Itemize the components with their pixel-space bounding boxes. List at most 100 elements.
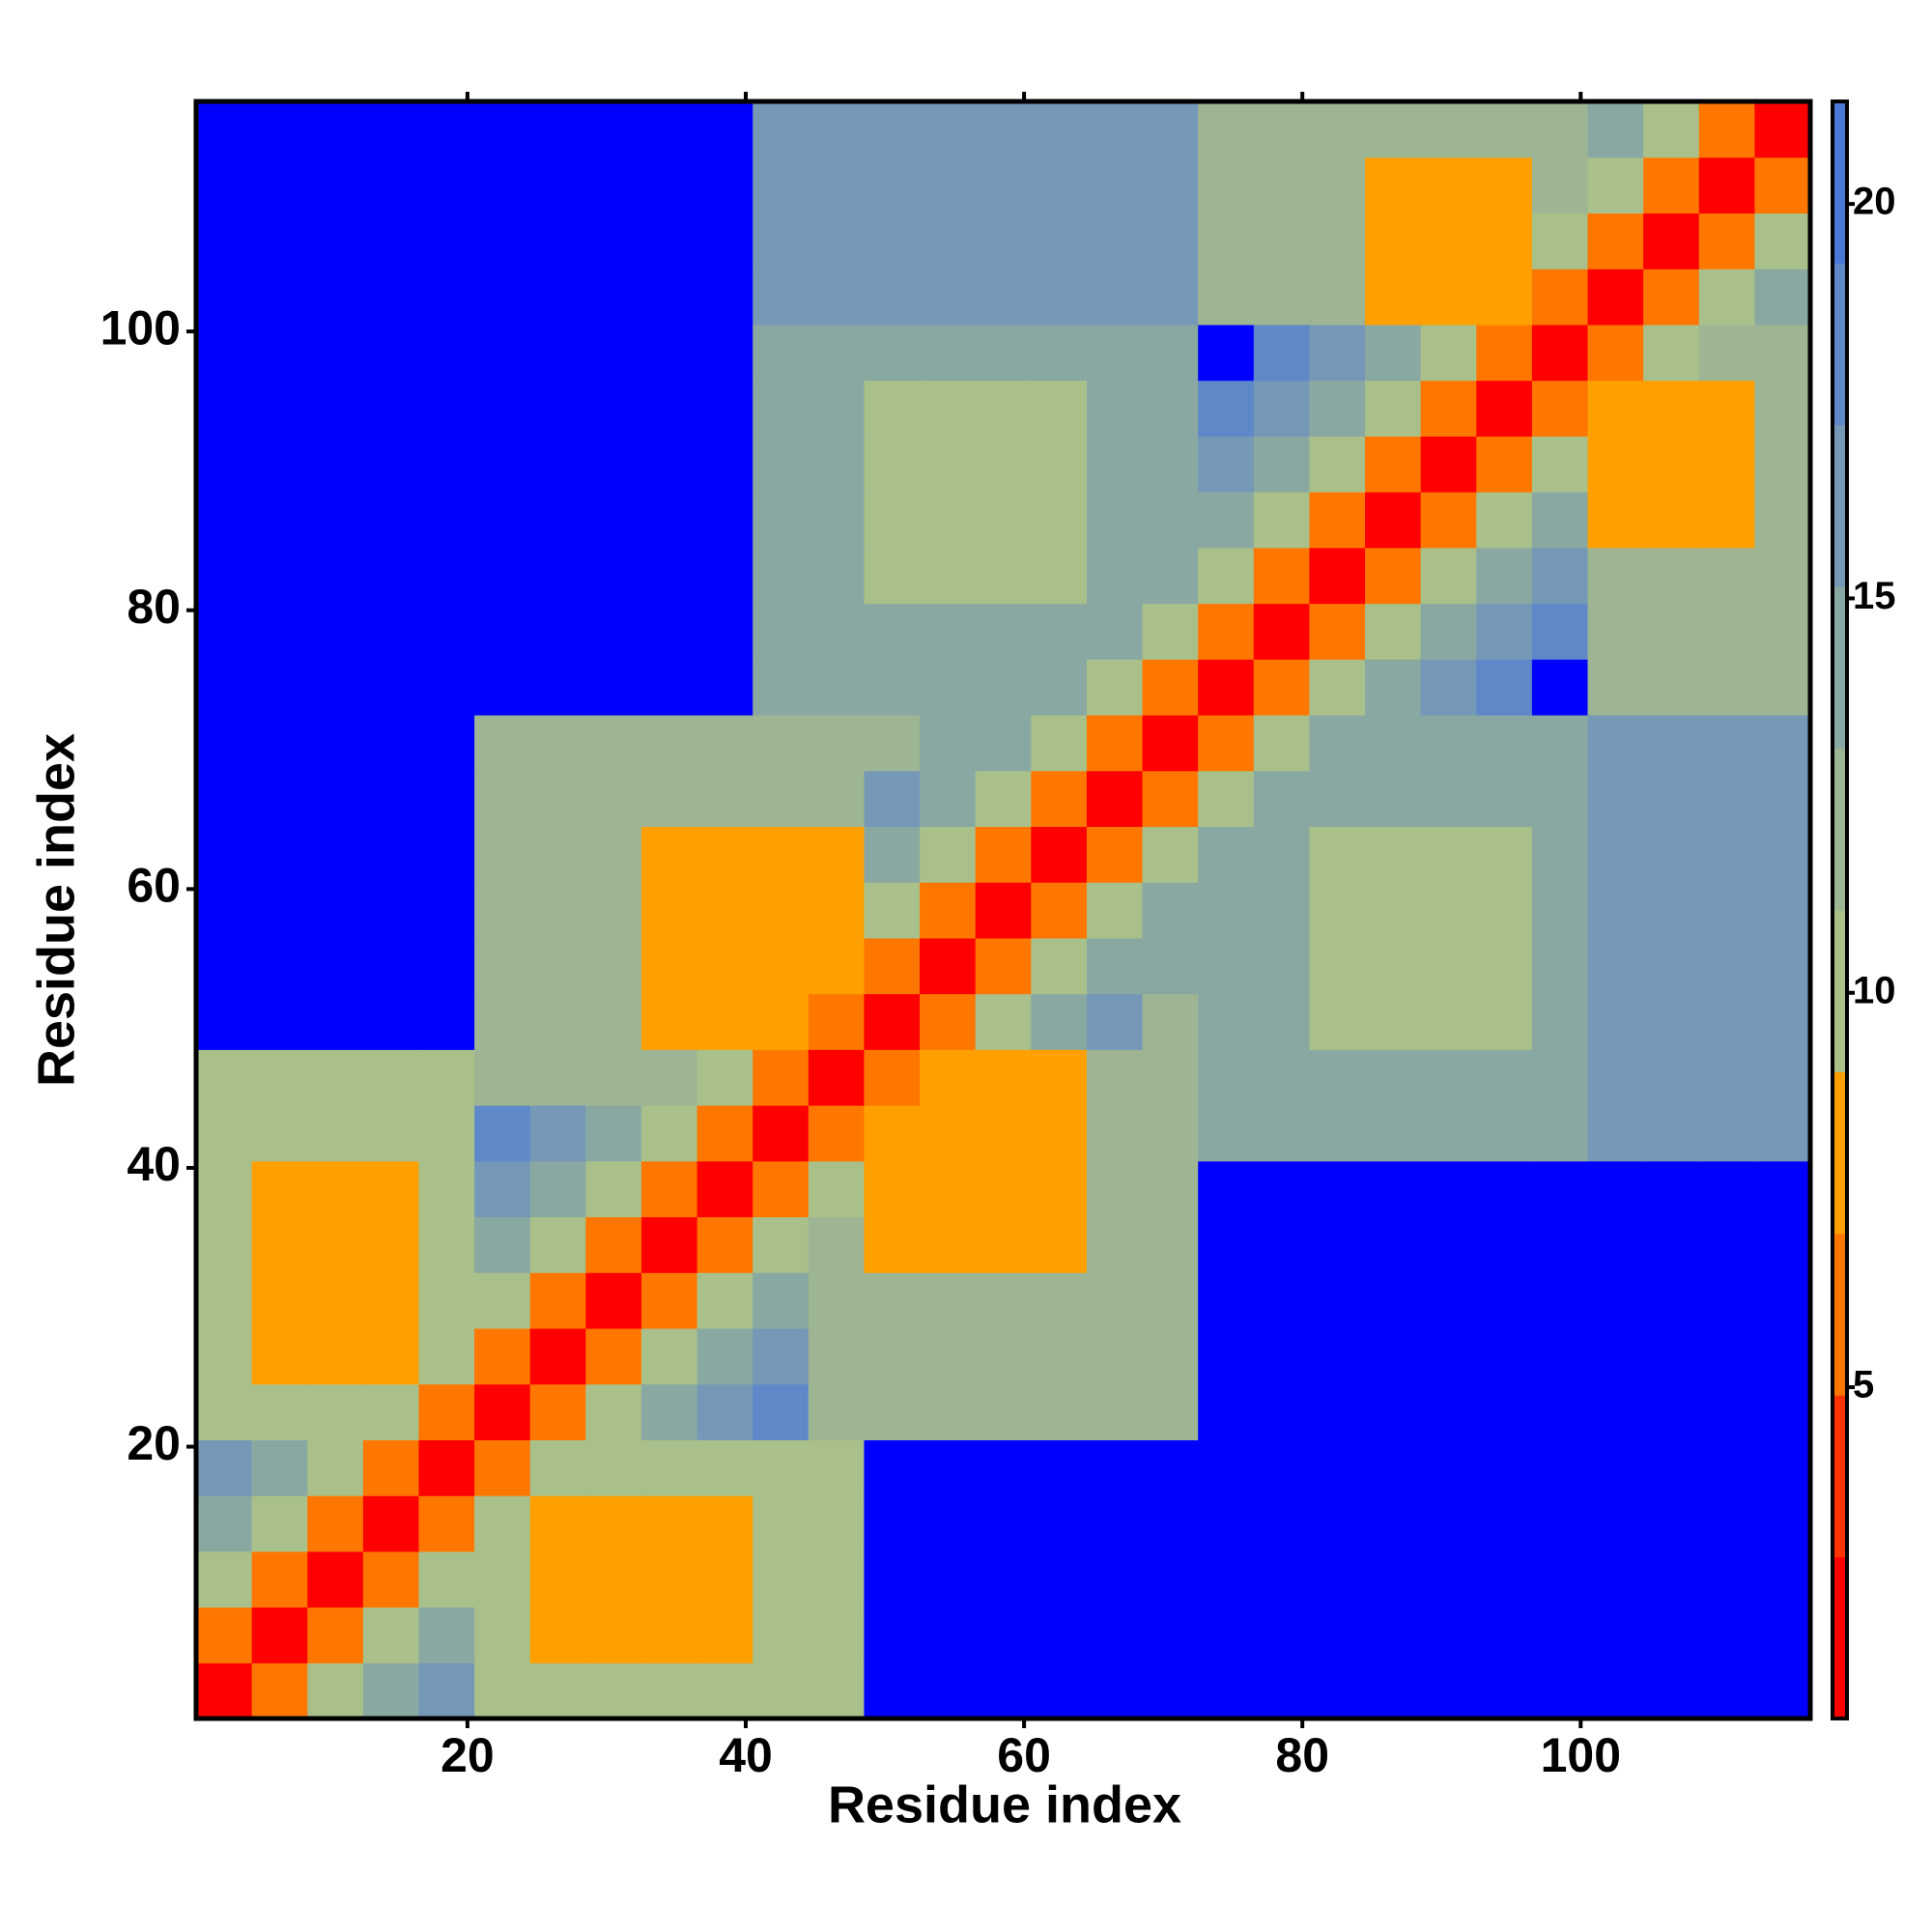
heatmap-cell bbox=[864, 492, 921, 549]
x-axis-title: Residue index bbox=[828, 1776, 1181, 1833]
heatmap-cell bbox=[753, 492, 810, 549]
heatmap-cell bbox=[1587, 436, 1644, 493]
heatmap-cell bbox=[1142, 1495, 1199, 1552]
heatmap-cell bbox=[474, 1216, 531, 1273]
heatmap-cell bbox=[808, 1662, 866, 1719]
heatmap-cell bbox=[1253, 380, 1311, 437]
heatmap-cell bbox=[808, 603, 866, 660]
heatmap-cell bbox=[864, 547, 921, 605]
heatmap-cell bbox=[418, 324, 475, 382]
heatmap-cell bbox=[753, 213, 810, 270]
heatmap-cell bbox=[1420, 213, 1477, 270]
heatmap-cell bbox=[474, 1383, 531, 1440]
heatmap-cell bbox=[975, 1550, 1032, 1608]
heatmap-cell bbox=[1253, 1049, 1311, 1106]
heatmap-cell bbox=[1031, 826, 1088, 883]
heatmap-cell bbox=[1086, 659, 1144, 716]
heatmap-cell bbox=[1365, 1495, 1422, 1552]
heatmap-cell bbox=[920, 380, 977, 437]
heatmap-cell bbox=[1754, 1495, 1811, 1552]
heatmap-cell bbox=[362, 1662, 420, 1719]
heatmap-cell bbox=[808, 547, 866, 605]
heatmap-cell bbox=[1476, 826, 1533, 883]
heatmap-cell bbox=[251, 213, 308, 270]
heatmap-cell bbox=[1643, 1383, 1700, 1440]
heatmap-cell bbox=[864, 1606, 921, 1663]
heatmap-cell bbox=[585, 1049, 642, 1106]
heatmap-cell bbox=[1531, 1327, 1589, 1385]
heatmap-cell bbox=[1142, 1216, 1199, 1273]
heatmap-cell bbox=[1086, 993, 1144, 1050]
heatmap-cell bbox=[418, 1383, 475, 1440]
heatmap-cell bbox=[1198, 380, 1255, 437]
heatmap-cell bbox=[474, 1049, 531, 1106]
heatmap-cell bbox=[696, 826, 753, 883]
heatmap-cell bbox=[1031, 1550, 1088, 1608]
heatmap-cell bbox=[1253, 659, 1311, 716]
heatmap-cell bbox=[1531, 213, 1589, 270]
heatmap-cell bbox=[1086, 547, 1144, 605]
heatmap-cell bbox=[307, 492, 364, 549]
heatmap-cell bbox=[251, 1606, 308, 1663]
heatmap-cell bbox=[1198, 603, 1255, 660]
heatmap-cell bbox=[696, 1662, 753, 1719]
heatmap-cell bbox=[1476, 937, 1533, 995]
heatmap-cell bbox=[1643, 826, 1700, 883]
heatmap-cell bbox=[975, 603, 1032, 660]
heatmap-cell bbox=[1531, 1105, 1589, 1162]
x-tick-label: 80 bbox=[1275, 1728, 1329, 1782]
heatmap-cell bbox=[1643, 770, 1700, 828]
heatmap-cell bbox=[920, 826, 977, 883]
heatmap-cell bbox=[753, 1272, 810, 1329]
heatmap-cell bbox=[1420, 547, 1477, 605]
heatmap-cell bbox=[696, 1160, 753, 1218]
heatmap-cell bbox=[1086, 324, 1144, 382]
heatmap-cell bbox=[307, 937, 364, 995]
heatmap-cell bbox=[362, 547, 420, 605]
heatmap-cell bbox=[808, 1049, 866, 1106]
heatmap-cell bbox=[1365, 714, 1422, 772]
heatmap-cell bbox=[1643, 156, 1700, 214]
heatmap-cell bbox=[1643, 1105, 1700, 1162]
heatmap-cell bbox=[585, 1606, 642, 1663]
heatmap-cell bbox=[474, 826, 531, 883]
heatmap-cell bbox=[1142, 659, 1199, 716]
heatmap-cell bbox=[307, 882, 364, 939]
heatmap-cell bbox=[864, 659, 921, 716]
heatmap-cell bbox=[529, 1049, 586, 1106]
colorbar-segment bbox=[1833, 910, 1847, 1072]
heatmap-cell bbox=[1531, 492, 1589, 549]
heatmap-cell bbox=[1086, 1495, 1144, 1552]
heatmap-cell bbox=[1643, 1049, 1700, 1106]
heatmap-cell bbox=[251, 1105, 308, 1162]
heatmap-cell bbox=[1309, 603, 1366, 660]
heatmap-cell bbox=[864, 1272, 921, 1329]
heatmap-cell bbox=[1420, 1495, 1477, 1552]
heatmap-cell bbox=[1587, 1662, 1644, 1719]
heatmap-cell bbox=[1643, 1439, 1700, 1496]
y-tick-label: 40 bbox=[127, 1137, 181, 1191]
heatmap-cell bbox=[1587, 993, 1644, 1050]
heatmap-cell bbox=[307, 659, 364, 716]
heatmap-cell bbox=[1420, 1550, 1477, 1608]
heatmap-cell bbox=[1031, 1049, 1088, 1106]
heatmap-cell bbox=[1365, 101, 1422, 158]
heatmap-cell bbox=[1365, 1327, 1422, 1385]
heatmap-cell bbox=[585, 826, 642, 883]
heatmap-cell bbox=[1365, 1049, 1422, 1106]
heatmap-cell bbox=[1142, 1327, 1199, 1385]
heatmap-cell bbox=[696, 882, 753, 939]
heatmap-cell bbox=[1643, 1272, 1700, 1329]
heatmap-cell bbox=[251, 659, 308, 716]
heatmap-cell bbox=[1420, 1216, 1477, 1273]
heatmap-cell bbox=[1365, 547, 1422, 605]
heatmap-cell bbox=[808, 1160, 866, 1218]
heatmap-cell bbox=[251, 937, 308, 995]
heatmap-cell bbox=[1253, 1606, 1311, 1663]
heatmap-cell bbox=[1086, 1160, 1144, 1218]
heatmap-cell bbox=[474, 436, 531, 493]
heatmap-cell bbox=[920, 659, 977, 716]
heatmap-cell bbox=[1476, 436, 1533, 493]
heatmap-cell bbox=[1309, 1495, 1366, 1552]
heatmap-cell bbox=[975, 269, 1032, 326]
